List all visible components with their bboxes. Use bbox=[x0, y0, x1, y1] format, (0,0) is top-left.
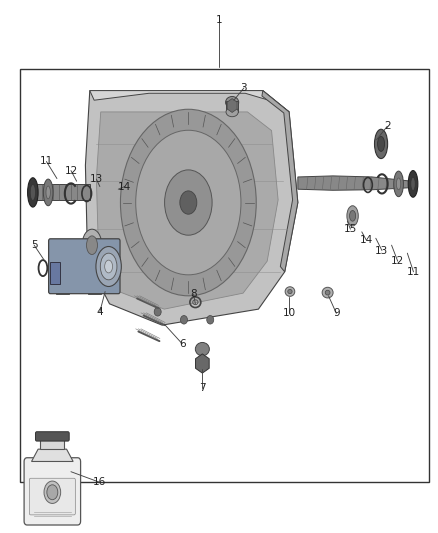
Text: 2: 2 bbox=[384, 122, 391, 131]
Ellipse shape bbox=[411, 177, 415, 191]
Ellipse shape bbox=[28, 178, 38, 207]
Ellipse shape bbox=[325, 290, 330, 295]
Ellipse shape bbox=[44, 481, 60, 504]
FancyBboxPatch shape bbox=[35, 432, 69, 441]
Ellipse shape bbox=[285, 287, 295, 296]
FancyBboxPatch shape bbox=[29, 478, 75, 515]
Text: 9: 9 bbox=[333, 309, 340, 318]
Text: 1: 1 bbox=[215, 15, 223, 25]
Text: 14: 14 bbox=[360, 235, 373, 245]
Ellipse shape bbox=[347, 206, 358, 226]
Ellipse shape bbox=[226, 107, 238, 117]
Text: 12: 12 bbox=[64, 166, 78, 175]
Ellipse shape bbox=[322, 287, 333, 298]
Bar bbox=[88, 288, 101, 294]
Ellipse shape bbox=[195, 343, 209, 356]
Text: 8: 8 bbox=[190, 289, 197, 299]
Bar bbox=[226, 101, 238, 112]
Ellipse shape bbox=[86, 236, 97, 255]
Text: 3: 3 bbox=[240, 83, 247, 93]
Ellipse shape bbox=[96, 246, 121, 287]
Text: 5: 5 bbox=[31, 240, 38, 250]
Bar bbox=[56, 288, 69, 294]
Polygon shape bbox=[32, 449, 73, 462]
Polygon shape bbox=[85, 91, 298, 325]
Circle shape bbox=[154, 308, 161, 316]
Bar bbox=[50, 262, 60, 284]
Ellipse shape bbox=[100, 253, 117, 280]
Polygon shape bbox=[298, 176, 412, 190]
Circle shape bbox=[180, 316, 187, 324]
Text: 6: 6 bbox=[179, 339, 186, 349]
Bar bbox=[20, 69, 429, 482]
Text: 11: 11 bbox=[407, 267, 420, 277]
Polygon shape bbox=[96, 112, 278, 309]
Ellipse shape bbox=[374, 130, 388, 159]
Circle shape bbox=[207, 316, 214, 324]
Bar bbox=[40, 440, 64, 449]
Ellipse shape bbox=[120, 109, 256, 296]
Ellipse shape bbox=[180, 191, 197, 214]
Ellipse shape bbox=[105, 260, 113, 273]
Ellipse shape bbox=[394, 171, 403, 197]
Ellipse shape bbox=[226, 96, 239, 108]
Text: 16: 16 bbox=[93, 478, 106, 487]
Ellipse shape bbox=[350, 211, 356, 221]
Ellipse shape bbox=[378, 136, 385, 151]
Ellipse shape bbox=[396, 178, 401, 190]
Polygon shape bbox=[90, 91, 289, 112]
Text: 13: 13 bbox=[90, 174, 103, 184]
Ellipse shape bbox=[47, 485, 58, 500]
Text: 15: 15 bbox=[344, 224, 357, 234]
FancyBboxPatch shape bbox=[24, 458, 81, 525]
Text: 7: 7 bbox=[199, 383, 206, 393]
Ellipse shape bbox=[30, 184, 35, 200]
Polygon shape bbox=[262, 91, 298, 272]
Text: 11: 11 bbox=[40, 157, 53, 166]
Ellipse shape bbox=[43, 179, 53, 206]
Ellipse shape bbox=[46, 186, 50, 199]
Text: 13: 13 bbox=[375, 246, 389, 255]
Ellipse shape bbox=[165, 170, 212, 235]
Ellipse shape bbox=[136, 130, 241, 275]
FancyBboxPatch shape bbox=[49, 239, 120, 294]
Ellipse shape bbox=[288, 289, 292, 294]
Ellipse shape bbox=[408, 171, 418, 197]
Text: 10: 10 bbox=[283, 309, 296, 318]
Bar bbox=[31, 184, 90, 200]
Ellipse shape bbox=[82, 229, 102, 261]
Text: 12: 12 bbox=[391, 256, 404, 266]
Text: 4: 4 bbox=[96, 307, 103, 317]
Text: 14: 14 bbox=[118, 182, 131, 191]
